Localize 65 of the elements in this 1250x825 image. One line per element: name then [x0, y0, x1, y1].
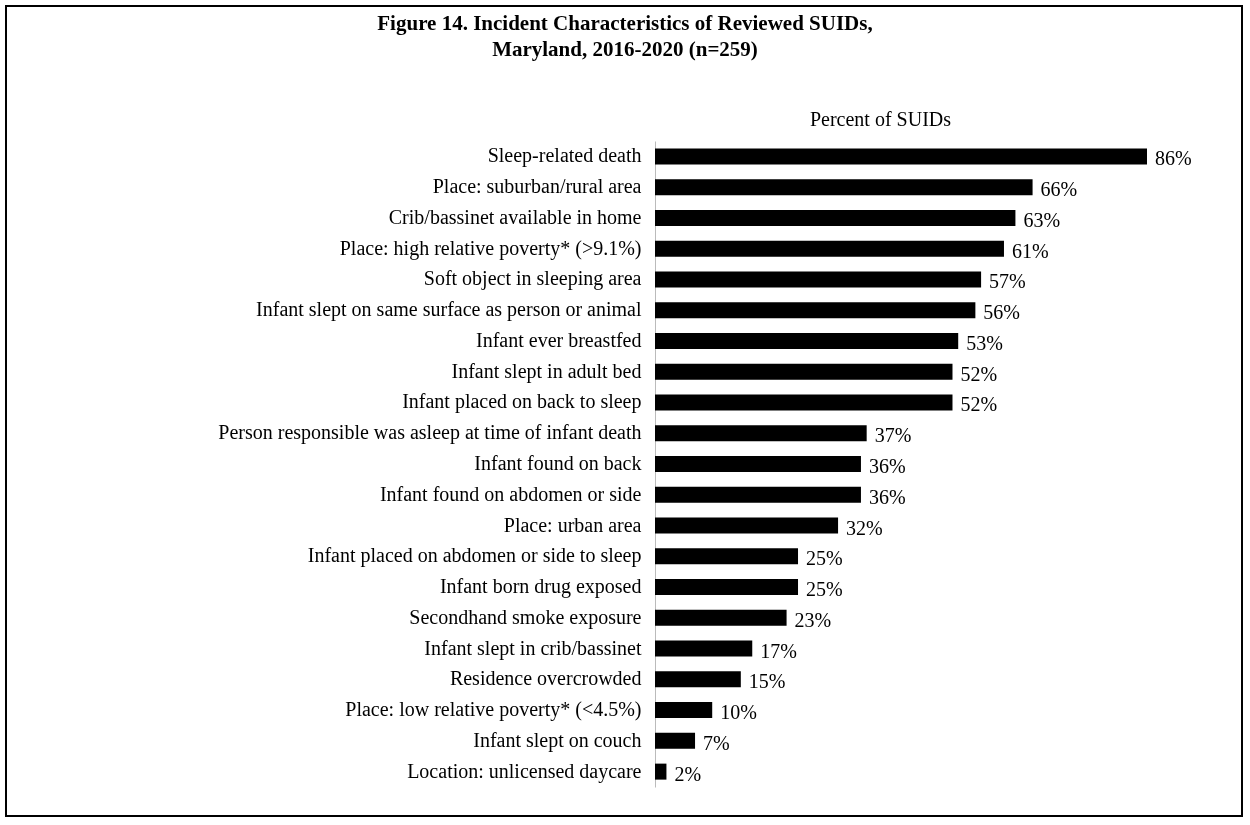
- bar: [655, 702, 713, 719]
- bar: [655, 517, 839, 534]
- data-label: 52%: [960, 362, 998, 385]
- bar: [655, 609, 787, 626]
- data-label: 63%: [1023, 208, 1061, 231]
- y-tick-label: Infant placed on abdomen or side to sleep: [307, 544, 642, 568]
- data-label: 7%: [703, 731, 730, 754]
- data-label: 17%: [760, 639, 797, 662]
- data-label: 2%: [674, 762, 702, 785]
- data-label: 66%: [1040, 178, 1078, 201]
- data-label: 25%: [806, 547, 843, 570]
- y-tick-label: Crib/bassinet available in home: [388, 205, 642, 228]
- data-label: 15%: [748, 670, 786, 693]
- bar: [655, 148, 1147, 165]
- y-tick-label: Location: unlicensed daycare: [407, 759, 642, 783]
- bar: [655, 394, 953, 411]
- data-label: 23%: [794, 608, 832, 631]
- y-tick-label: Infant slept in adult bed: [451, 359, 642, 383]
- x-axis-title: Percent of SUIDs: [809, 107, 952, 130]
- data-label: 25%: [806, 578, 843, 601]
- data-label: 36%: [868, 485, 906, 508]
- y-tick-label: Sleep-related death: [487, 144, 642, 168]
- y-tick-label: Infant found on back: [474, 452, 642, 474]
- data-label: 36%: [868, 455, 906, 477]
- y-tick-label: Place: urban area: [503, 513, 642, 536]
- y-tick-label: Infant slept on couch: [473, 728, 642, 752]
- bar: [655, 271, 982, 288]
- y-tick-label: Infant slept in crib/bassinet: [424, 636, 642, 660]
- data-label: 32%: [846, 516, 883, 539]
- data-label: 56%: [983, 301, 1021, 324]
- bar: [655, 732, 696, 749]
- bar: [655, 363, 953, 380]
- y-tick-label: Infant found on abdomen or side: [379, 482, 642, 505]
- y-tick-label: Secondhand smoke exposure: [409, 605, 642, 629]
- bar: [655, 240, 1004, 257]
- data-label: 10%: [720, 701, 757, 724]
- bar: [655, 179, 1033, 196]
- bar: [655, 302, 976, 319]
- data-label: 86%: [1155, 147, 1192, 170]
- data-label: 37%: [874, 424, 912, 447]
- chart-title: Figure 14. Incident Characteristics of Reviewed SUIDs, Maryland, 2016-2020 (n=259): [376, 10, 874, 62]
- y-tick-label: Place: low relative poverty* (<4.5%): [345, 698, 642, 722]
- bar: [655, 209, 1016, 226]
- bar: [655, 640, 753, 657]
- bar: [655, 548, 799, 565]
- y-tick-label: Infant slept on same surface as person or animal: [256, 298, 642, 322]
- bar: [655, 579, 799, 596]
- bar: [655, 763, 667, 780]
- y-tick-label: Residence overcrowded: [449, 667, 642, 690]
- y-tick-label: Soft object in sleeping area: [423, 267, 642, 291]
- data-label: 52%: [960, 393, 998, 416]
- bar: [655, 332, 959, 349]
- y-tick-label: Place: suburban/rural area: [432, 175, 642, 198]
- bar: [655, 425, 867, 442]
- data-label: 53%: [966, 331, 1003, 354]
- y-tick-label: Infant born drug exposed: [439, 575, 642, 599]
- bar: [655, 671, 741, 688]
- y-tick-label: Person responsible was asleep at time of infant death: [218, 421, 642, 445]
- y-tick-label: Infant placed on back to sleep: [402, 390, 642, 414]
- data-label: 61%: [1011, 239, 1049, 262]
- y-tick-label: Place: high relative poverty* (>9.1%): [339, 236, 642, 260]
- data-label: 57%: [989, 270, 1026, 293]
- y-tick-label: Infant ever breastfed: [476, 328, 642, 351]
- bar: [655, 486, 861, 503]
- bar: [655, 456, 861, 472]
